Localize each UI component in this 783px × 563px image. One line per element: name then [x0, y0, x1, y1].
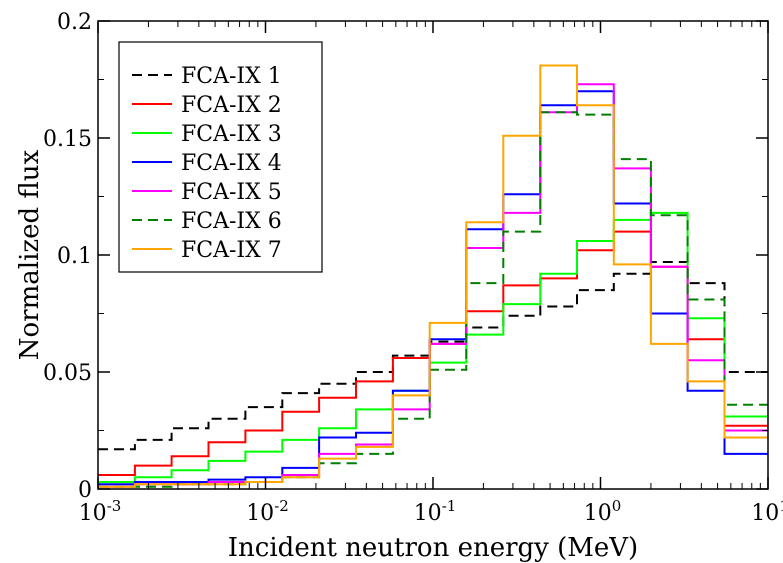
- legend-label: FCA-IX 7: [181, 238, 282, 263]
- legend-label: FCA-IX 3: [181, 122, 282, 147]
- y-tick-label: 0.1: [57, 244, 92, 269]
- axis-ticks: [97, 20, 769, 490]
- series-line-7: [98, 64, 768, 488]
- series-line-1: [98, 261, 768, 451]
- x-tick-label: 10-2: [246, 497, 289, 526]
- y-axis-title: Normalized flux: [15, 149, 45, 360]
- series-line-5: [98, 83, 768, 488]
- y-tick-label: 0.05: [43, 361, 92, 386]
- legend: FCA-IX 1 FCA-IX 2 FCA-IX 3 FCA-IX 4 FCA-IX 5…: [118, 41, 323, 273]
- y-tick-label: 0.15: [43, 127, 92, 152]
- legend-label: FCA-IX 6: [181, 209, 282, 234]
- x-tick-label: 100: [584, 497, 622, 526]
- y-tick-label: 0: [78, 478, 92, 503]
- tick-labels: 10-3 10-2 10-1 100 101 0 0.05 0.1 0.15 0.2: [43, 10, 783, 526]
- legend-label: FCA-IX 2: [181, 93, 282, 118]
- legend-box: [118, 41, 323, 273]
- x-axis-title: Incident neutron energy (MeV): [228, 533, 638, 563]
- legend-label: FCA-IX 1: [181, 64, 282, 89]
- plot-lines: [98, 64, 768, 488]
- legend-label: FCA-IX 5: [181, 180, 282, 205]
- x-tick-label: 10-1: [414, 497, 457, 526]
- legend-label: FCA-IX 4: [181, 151, 282, 176]
- y-tick-label: 0.2: [57, 10, 92, 35]
- x-tick-label: 101: [751, 497, 783, 526]
- x-tick-label: 10-3: [79, 497, 122, 526]
